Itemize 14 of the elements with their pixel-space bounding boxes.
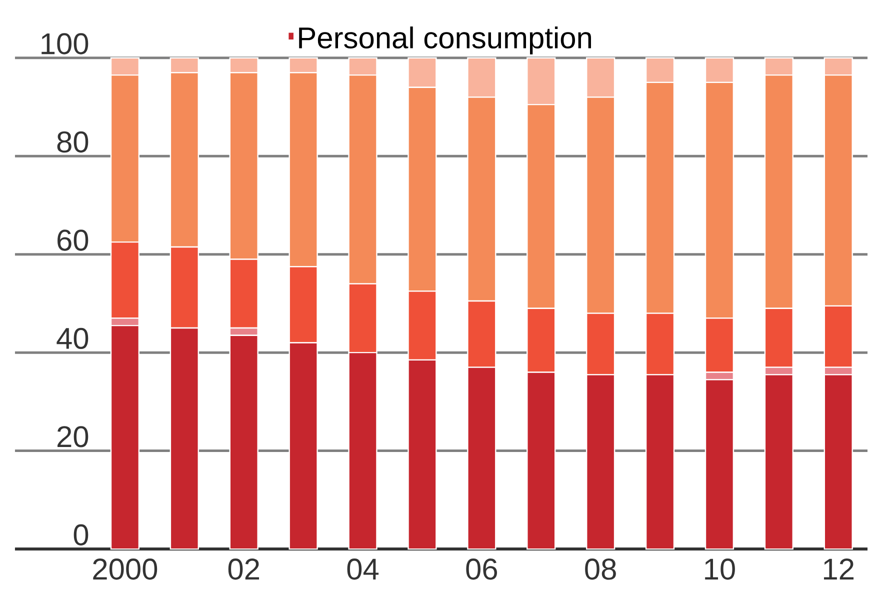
y-tick-label: 40 xyxy=(56,328,88,350)
x-tick-label: 04 xyxy=(347,558,379,580)
y-tick-label: 60 xyxy=(58,230,88,251)
x-tick-label: 08 xyxy=(585,558,616,580)
x-tick-label: 10 xyxy=(705,558,735,580)
x-tick-label: 12 xyxy=(824,558,854,580)
y-tick-label: 80 xyxy=(57,131,88,153)
legend-label: Personal consumption xyxy=(299,26,591,54)
y-tick-label: 100 xyxy=(42,33,88,54)
x-tick-label: 02 xyxy=(228,558,260,580)
x-tick-label: 06 xyxy=(466,558,498,580)
y-tick-label: 20 xyxy=(58,426,88,448)
y-tick-label: 0 xyxy=(74,524,88,546)
x-tick-label: 2000 xyxy=(93,558,158,580)
